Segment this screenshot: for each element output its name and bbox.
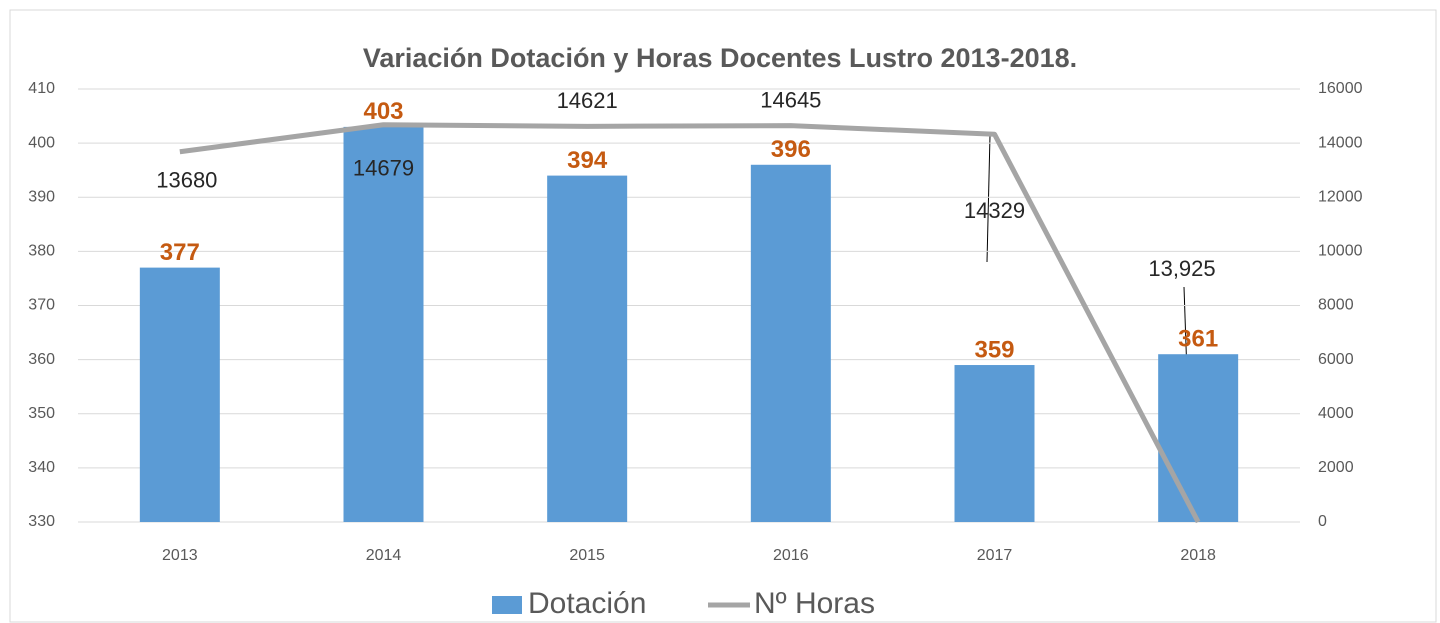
bar-label: 396 bbox=[771, 136, 811, 163]
bar-label: 361 bbox=[1178, 326, 1218, 353]
legend-label: Dotación bbox=[528, 587, 646, 620]
chart-border bbox=[9, 9, 1437, 623]
y-tick-label: 340 bbox=[28, 459, 55, 476]
bar bbox=[139, 267, 220, 522]
y-tick-label: 390 bbox=[28, 188, 55, 205]
y-tick-label: 330 bbox=[28, 513, 55, 530]
y-tick-label: 410 bbox=[28, 80, 55, 97]
legend-label: Nº Horas bbox=[754, 587, 875, 620]
y-tick-label: 400 bbox=[28, 134, 55, 151]
line bbox=[179, 122, 1201, 524]
y2-tick-label: 6000 bbox=[1318, 351, 1354, 368]
y2-tick-label: 12000 bbox=[1318, 188, 1363, 205]
annotation: 13,925 bbox=[1148, 256, 1215, 281]
y2-tick-label: 14000 bbox=[1318, 134, 1363, 151]
bar-label: 359 bbox=[974, 336, 1014, 363]
y2-tick-label: 10000 bbox=[1318, 243, 1363, 260]
bar bbox=[750, 164, 831, 522]
bar bbox=[343, 126, 424, 522]
bar-label: 403 bbox=[363, 98, 403, 125]
y-tick-label: 380 bbox=[28, 243, 55, 260]
y2-tick-label: 16000 bbox=[1318, 80, 1363, 97]
leader-line bbox=[986, 134, 991, 263]
y2-tick-label: 2000 bbox=[1318, 459, 1354, 476]
bar bbox=[547, 175, 628, 522]
line-label: 13680 bbox=[156, 168, 217, 193]
y-tick-label: 350 bbox=[28, 405, 55, 422]
x-tick-label: 2016 bbox=[773, 547, 809, 564]
bar-label: 394 bbox=[567, 147, 608, 174]
x-tick-label: 2018 bbox=[1180, 547, 1216, 564]
y2-tick-label: 0 bbox=[1318, 513, 1327, 530]
y2-tick-label: 4000 bbox=[1318, 405, 1354, 422]
chart-title: Variación Dotación y Horas Docentes Lust… bbox=[363, 43, 1077, 73]
bar bbox=[954, 365, 1035, 522]
y-tick-label: 360 bbox=[28, 351, 55, 368]
legend-swatch bbox=[492, 596, 522, 614]
x-tick-label: 2015 bbox=[569, 547, 605, 564]
line-label: 14329 bbox=[964, 198, 1025, 223]
bar-label: 377 bbox=[160, 239, 200, 266]
y2-tick-label: 8000 bbox=[1318, 297, 1354, 314]
line-label: 14645 bbox=[760, 87, 821, 112]
x-tick-label: 2014 bbox=[366, 547, 402, 564]
line-label: 14621 bbox=[557, 88, 618, 113]
y-tick-label: 370 bbox=[28, 297, 55, 314]
x-tick-label: 2013 bbox=[162, 547, 198, 564]
line-label: 14679 bbox=[353, 156, 414, 181]
bar bbox=[1158, 354, 1239, 522]
x-tick-label: 2017 bbox=[977, 547, 1013, 564]
